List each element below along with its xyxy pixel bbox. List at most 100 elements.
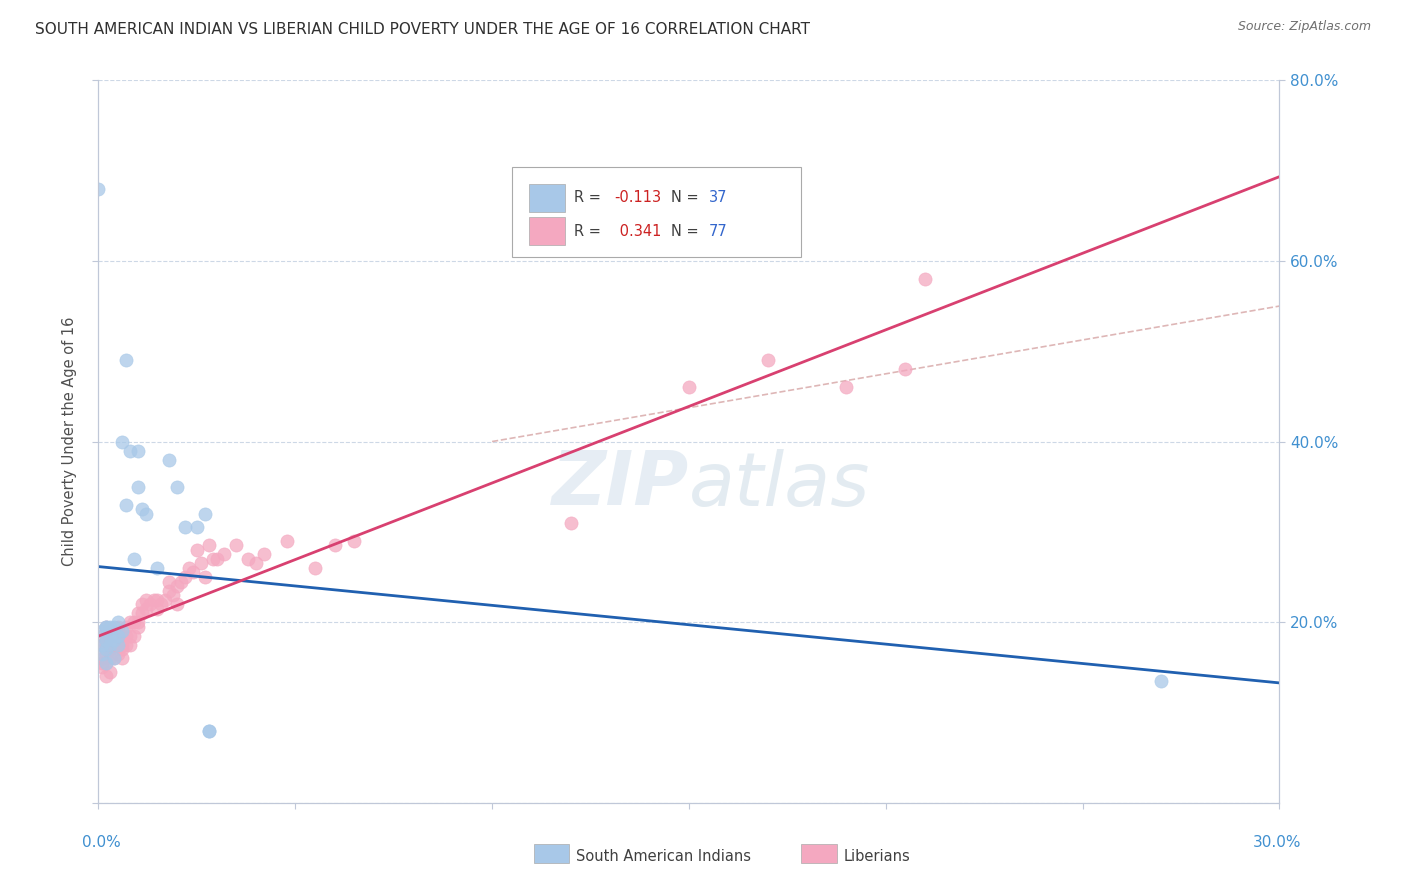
Point	[157, 583, 180, 598]
Text: 77: 77	[709, 224, 728, 239]
Text: ZIP: ZIP	[551, 449, 689, 522]
Text: Source: ZipAtlas.com: Source: ZipAtlas.com	[1237, 20, 1371, 33]
Point	[127, 620, 149, 634]
Point	[131, 502, 153, 516]
Text: SOUTH AMERICAN INDIAN VS LIBERIAN CHILD POVERTY UNDER THE AGE OF 16 CORRELATION : SOUTH AMERICAN INDIAN VS LIBERIAN CHILD …	[35, 22, 810, 37]
Point	[98, 665, 121, 679]
Point	[197, 538, 219, 552]
Point	[91, 656, 114, 670]
Point	[103, 651, 125, 665]
Point	[118, 638, 141, 652]
Point	[894, 362, 917, 376]
Point	[107, 620, 129, 634]
Point	[98, 638, 121, 652]
Point	[127, 443, 149, 458]
Point	[236, 552, 259, 566]
Point	[107, 629, 129, 643]
Point	[115, 638, 138, 652]
Text: 30.0%: 30.0%	[1253, 836, 1301, 850]
Point	[166, 597, 188, 611]
Point	[194, 507, 217, 521]
Point	[170, 574, 193, 589]
Point	[96, 669, 118, 683]
Point	[96, 629, 118, 643]
Point	[96, 620, 118, 634]
Text: atlas: atlas	[689, 449, 870, 521]
Point	[253, 548, 276, 562]
FancyBboxPatch shape	[530, 218, 565, 245]
Point	[96, 620, 118, 634]
Point	[103, 633, 125, 648]
Point	[96, 656, 118, 670]
Point	[91, 629, 114, 643]
Point	[111, 638, 134, 652]
Point	[157, 452, 180, 467]
Point	[103, 629, 125, 643]
Point	[177, 561, 200, 575]
Point	[127, 606, 149, 620]
Point	[91, 660, 114, 674]
Point	[135, 507, 157, 521]
Point	[245, 557, 267, 571]
Point	[174, 520, 197, 534]
Point	[197, 723, 219, 738]
Text: 0.0%: 0.0%	[82, 836, 121, 850]
Point	[107, 647, 129, 661]
Point	[127, 480, 149, 494]
Point	[91, 624, 114, 639]
Point	[194, 570, 217, 584]
Text: 0.341: 0.341	[614, 224, 661, 239]
Point	[142, 592, 165, 607]
Point	[678, 380, 700, 394]
FancyBboxPatch shape	[530, 184, 565, 211]
Point	[343, 533, 366, 548]
Point	[91, 638, 114, 652]
Y-axis label: Child Poverty Under the Age of 16: Child Poverty Under the Age of 16	[62, 317, 77, 566]
Point	[197, 723, 219, 738]
Text: -0.113: -0.113	[614, 190, 662, 205]
Point	[115, 629, 138, 643]
Point	[181, 566, 204, 580]
Text: R =: R =	[575, 224, 606, 239]
Point	[96, 642, 118, 657]
Point	[304, 561, 326, 575]
FancyBboxPatch shape	[512, 167, 801, 257]
Point	[225, 538, 247, 552]
Point	[1150, 673, 1173, 688]
Point	[146, 601, 169, 615]
Point	[111, 629, 134, 643]
Point	[115, 353, 138, 368]
Point	[111, 434, 134, 449]
Point	[146, 592, 169, 607]
Point	[115, 498, 138, 512]
Point	[914, 272, 936, 286]
Point	[135, 592, 157, 607]
Point	[96, 647, 118, 661]
Point	[146, 561, 169, 575]
Point	[98, 651, 121, 665]
Point	[135, 601, 157, 615]
Point	[138, 597, 160, 611]
Point	[186, 542, 208, 557]
Point	[96, 656, 118, 670]
Point	[91, 651, 114, 665]
Point	[166, 579, 188, 593]
Text: 37: 37	[709, 190, 727, 205]
Point	[103, 620, 125, 634]
Point	[323, 538, 346, 552]
Point	[150, 597, 173, 611]
Point	[96, 620, 118, 634]
Point	[122, 615, 145, 630]
Point	[205, 552, 228, 566]
Point	[166, 480, 188, 494]
Point	[96, 638, 118, 652]
Point	[91, 638, 114, 652]
Point	[174, 570, 197, 584]
Point	[111, 651, 134, 665]
Text: South American Indians: South American Indians	[576, 849, 751, 863]
Point	[162, 588, 184, 602]
Point	[122, 629, 145, 643]
Point	[98, 620, 121, 634]
Point	[98, 629, 121, 643]
Point	[756, 353, 779, 368]
